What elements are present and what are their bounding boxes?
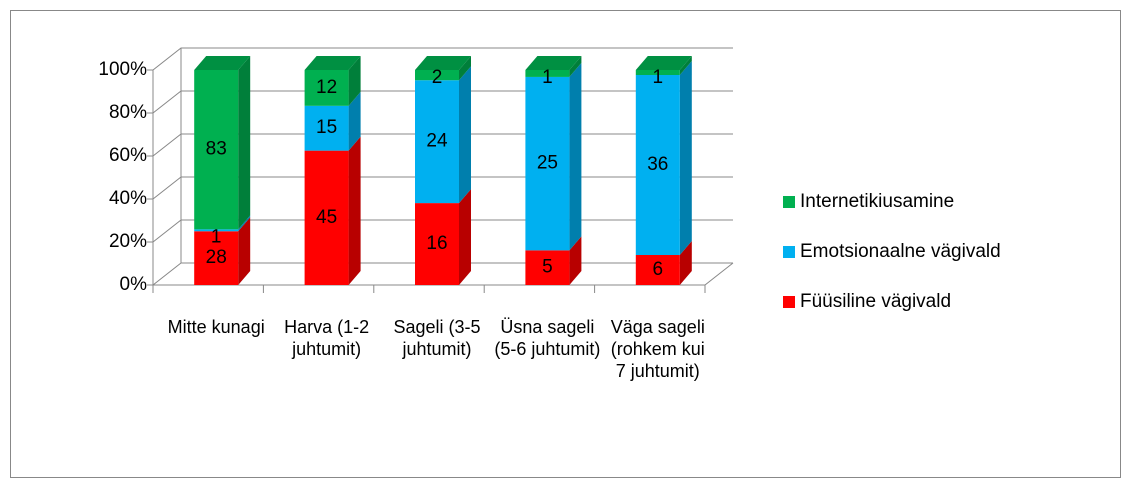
data-label: 16	[426, 233, 447, 254]
bar-side	[679, 56, 692, 75]
data-label: 24	[426, 131, 448, 152]
bar-side	[569, 62, 582, 251]
y-tick-label: 100%	[98, 59, 147, 80]
bar	[635, 70, 680, 75]
y-tick-label: 60%	[109, 145, 147, 166]
legend-swatch	[783, 196, 795, 208]
data-label: 1	[653, 67, 664, 88]
grid-line	[147, 47, 733, 71]
data-label: 28	[206, 247, 227, 268]
bar	[304, 70, 349, 106]
bar-side	[569, 236, 582, 285]
legend-label: Internetikiusamine	[800, 191, 954, 212]
bar	[194, 231, 239, 285]
bar	[194, 229, 239, 232]
bar-side	[348, 56, 361, 106]
bar	[194, 70, 239, 230]
legend-swatch	[783, 296, 795, 308]
data-label: 5	[542, 257, 553, 278]
y-tick-label: 80%	[109, 102, 147, 123]
x-tick-label: Harva (1-2 juhtumit)	[284, 317, 370, 359]
y-tick-label: 40%	[109, 188, 147, 209]
bar	[635, 255, 680, 285]
bar-top	[525, 56, 582, 70]
data-label: 45	[316, 207, 337, 228]
bar-side	[679, 61, 692, 255]
y-tick-label: 0%	[120, 274, 148, 295]
bar	[525, 250, 570, 285]
bar-top	[635, 56, 692, 70]
legend-label: Füüsiline vägivald	[800, 291, 951, 312]
data-label: 83	[206, 139, 227, 160]
bar	[525, 70, 570, 77]
data-label: 15	[316, 117, 337, 138]
bar-side	[238, 56, 251, 230]
bar-side	[348, 136, 361, 285]
bar-side	[238, 217, 251, 285]
legend-swatch	[783, 246, 795, 258]
data-label: 12	[316, 77, 337, 98]
bar-top	[194, 56, 251, 70]
bar-side	[569, 56, 582, 77]
data-label: 36	[647, 154, 668, 175]
bar-side	[679, 241, 692, 285]
bar	[415, 70, 459, 81]
legend-label: Emotsionaalne vägivald	[800, 241, 1001, 262]
bar-side	[348, 91, 361, 151]
data-label: 1	[211, 226, 222, 247]
bar	[304, 150, 349, 285]
y-tick-label: 20%	[109, 231, 147, 252]
x-tick-label: Sageli (3-5 juhtumit)	[393, 317, 481, 359]
x-tick-label: Üsna sageli (5-6 juhtumit)	[494, 317, 601, 359]
bar-side	[459, 189, 471, 285]
x-tick-label: Väga sageli (rohkem kui 7 juhtumit)	[610, 317, 705, 381]
bar	[304, 105, 349, 151]
data-label: 2	[432, 67, 443, 88]
bar-side	[459, 56, 471, 81]
bar	[525, 76, 570, 251]
bar-top	[304, 56, 361, 70]
bar-side	[459, 66, 471, 204]
x-tick-label: Mitte kunagi	[167, 317, 265, 337]
bar	[415, 203, 459, 285]
bar	[635, 75, 680, 255]
bar-side	[238, 215, 251, 232]
data-label: 25	[537, 153, 558, 174]
bar-top	[415, 56, 471, 70]
bar	[415, 80, 459, 204]
data-label: 1	[542, 67, 553, 88]
data-label: 6	[653, 259, 664, 280]
